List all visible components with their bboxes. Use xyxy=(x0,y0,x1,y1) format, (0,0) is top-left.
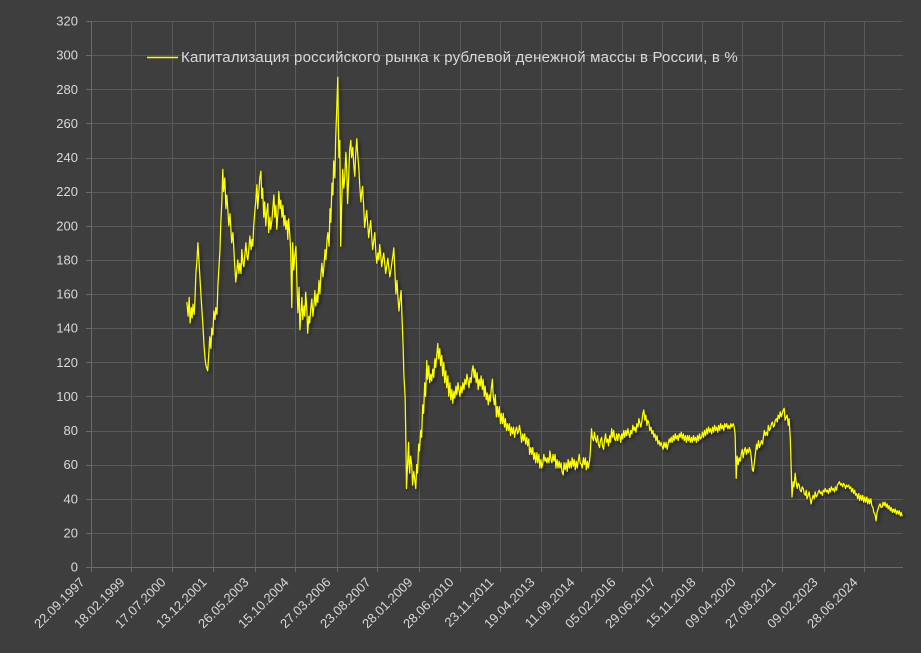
y-tick-label: 220 xyxy=(56,184,78,199)
y-tick-label: 320 xyxy=(56,14,78,29)
y-tick-label: 260 xyxy=(56,116,78,131)
axes xyxy=(86,21,903,572)
y-tick-label: 60 xyxy=(64,457,78,472)
y-tick-label: 180 xyxy=(56,252,78,267)
y-tick-label: 280 xyxy=(56,82,78,97)
legend: Капитализация российского рынка к рублев… xyxy=(147,49,738,66)
y-tick-label: 40 xyxy=(64,491,78,506)
y-tick-label: 200 xyxy=(56,218,78,233)
y-tick-label: 240 xyxy=(56,150,78,165)
y-tick-label: 80 xyxy=(64,423,78,438)
y-tick-label: 20 xyxy=(64,525,78,540)
series-group xyxy=(186,76,903,522)
y-tick-label: 0 xyxy=(71,560,78,575)
legend-label: Капитализация российского рынка к рублев… xyxy=(181,49,738,66)
gridlines xyxy=(91,21,903,568)
series-line xyxy=(186,76,903,522)
y-tick-label: 140 xyxy=(56,321,78,336)
x-axis-labels: 22.09.199718.02.199917.07.200013.12.2001… xyxy=(31,575,861,632)
y-tick-label: 160 xyxy=(56,287,78,302)
y-axis-labels: 3203002802602402202001801601401201008060… xyxy=(56,14,78,575)
y-tick-label: 100 xyxy=(56,389,78,404)
y-tick-label: 120 xyxy=(56,355,78,370)
y-tick-label: 300 xyxy=(56,48,78,63)
